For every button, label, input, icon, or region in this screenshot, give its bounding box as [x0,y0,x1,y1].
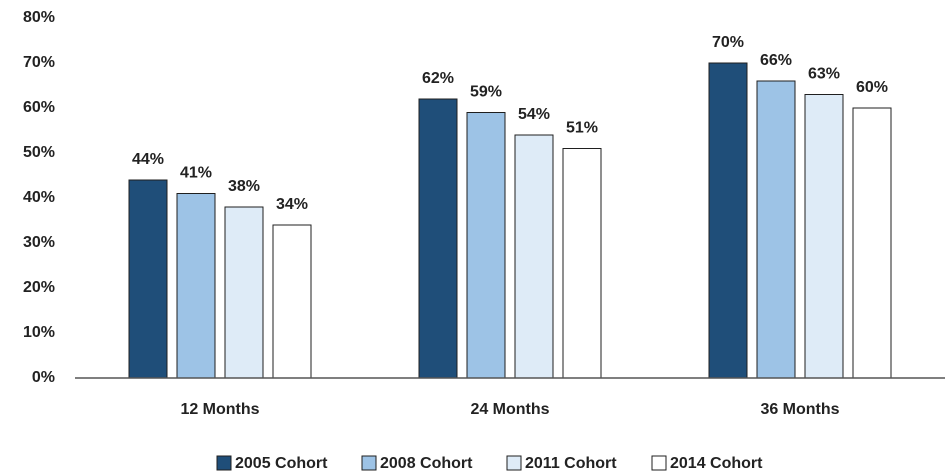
data-label: 70% [712,34,744,51]
bar [176,193,216,379]
y-tick-label: 20% [23,279,55,296]
bar [514,134,554,379]
y-tick-label: 70% [23,54,55,71]
data-label: 60% [856,79,888,96]
data-label: 59% [470,84,502,101]
y-tick-label: 80% [23,9,55,26]
bar [418,98,458,379]
bar [466,112,506,379]
data-label: 66% [760,52,792,69]
bar [804,94,844,379]
legend-swatch [361,455,377,471]
y-tick-label: 60% [23,99,55,116]
y-tick-label: 50% [23,144,55,161]
bar [128,179,168,379]
legend-label: 2008 Cohort [380,455,473,472]
data-label: 54% [518,106,550,123]
data-label: 51% [566,120,598,137]
y-tick-label: 40% [23,189,55,206]
bar [224,206,264,379]
legend-label: 2011 Cohort [525,455,617,472]
data-label: 44% [132,151,164,168]
legend-label: 2014 Cohort [670,455,763,472]
legend-swatch [506,455,522,471]
legend-swatch [216,455,232,471]
y-tick-label: 30% [23,234,55,251]
data-label: 62% [422,70,454,87]
bar [708,62,748,379]
bar [756,80,796,379]
x-tick-label: 36 Months [760,401,839,418]
y-tick-label: 10% [23,324,55,341]
bar [562,148,602,379]
x-tick-label: 12 Months [180,401,259,418]
legend-swatch [651,455,667,471]
data-label: 63% [808,66,840,83]
bar [852,107,892,379]
legend-label: 2005 Cohort [235,455,328,472]
data-label: 41% [180,165,212,182]
data-label: 34% [276,196,308,213]
y-tick-label: 0% [32,369,55,386]
x-tick-label: 24 Months [470,401,549,418]
data-label: 38% [228,178,260,195]
bar [272,224,312,379]
